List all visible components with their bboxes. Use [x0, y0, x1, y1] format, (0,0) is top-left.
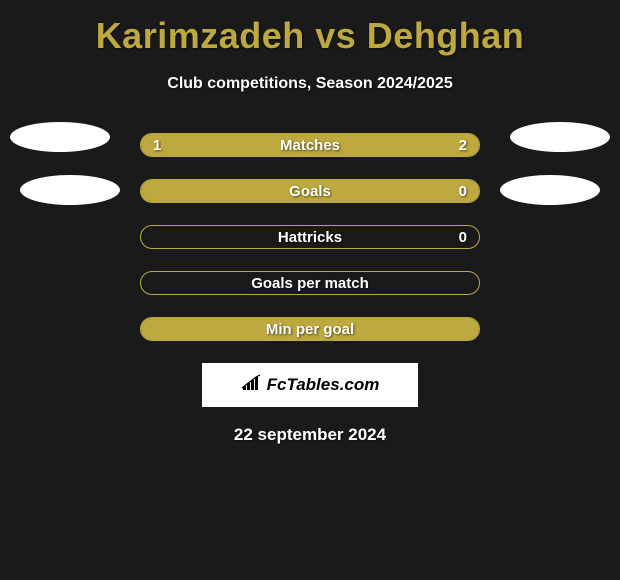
- comparison-title: Karimzadeh vs Dehghan: [0, 0, 620, 57]
- player1-avatar-row1: [10, 122, 110, 152]
- stat-label: Min per goal: [141, 318, 479, 340]
- stat-bar-hattricks: Hattricks 0: [140, 225, 480, 249]
- stat-bar-min-per-goal: Min per goal: [140, 317, 480, 341]
- player2-avatar-row2: [500, 175, 600, 205]
- stat-label: Goals: [141, 180, 479, 202]
- stat-label: Hattricks: [141, 226, 479, 248]
- logo-text: FcTables.com: [241, 374, 380, 397]
- fctables-logo[interactable]: FcTables.com: [202, 363, 418, 407]
- stat-label: Goals per match: [141, 272, 479, 294]
- stat-bar-matches: 1 Matches 2: [140, 133, 480, 157]
- comparison-subtitle: Club competitions, Season 2024/2025: [0, 75, 620, 93]
- stat-value-right: 2: [459, 134, 467, 156]
- chart-icon: [241, 374, 263, 397]
- date-label: 22 september 2024: [0, 425, 620, 445]
- stat-bar-goals: Goals 0: [140, 179, 480, 203]
- stats-container: 1 Matches 2 Goals 0 Hattricks 0 Goals pe…: [140, 133, 480, 341]
- stat-value-right: 0: [459, 226, 467, 248]
- player2-avatar-row1: [510, 122, 610, 152]
- stat-bar-goals-per-match: Goals per match: [140, 271, 480, 295]
- logo-label: FcTables.com: [267, 375, 380, 395]
- player1-avatar-row2: [20, 175, 120, 205]
- stat-value-right: 0: [459, 180, 467, 202]
- stat-label: Matches: [141, 134, 479, 156]
